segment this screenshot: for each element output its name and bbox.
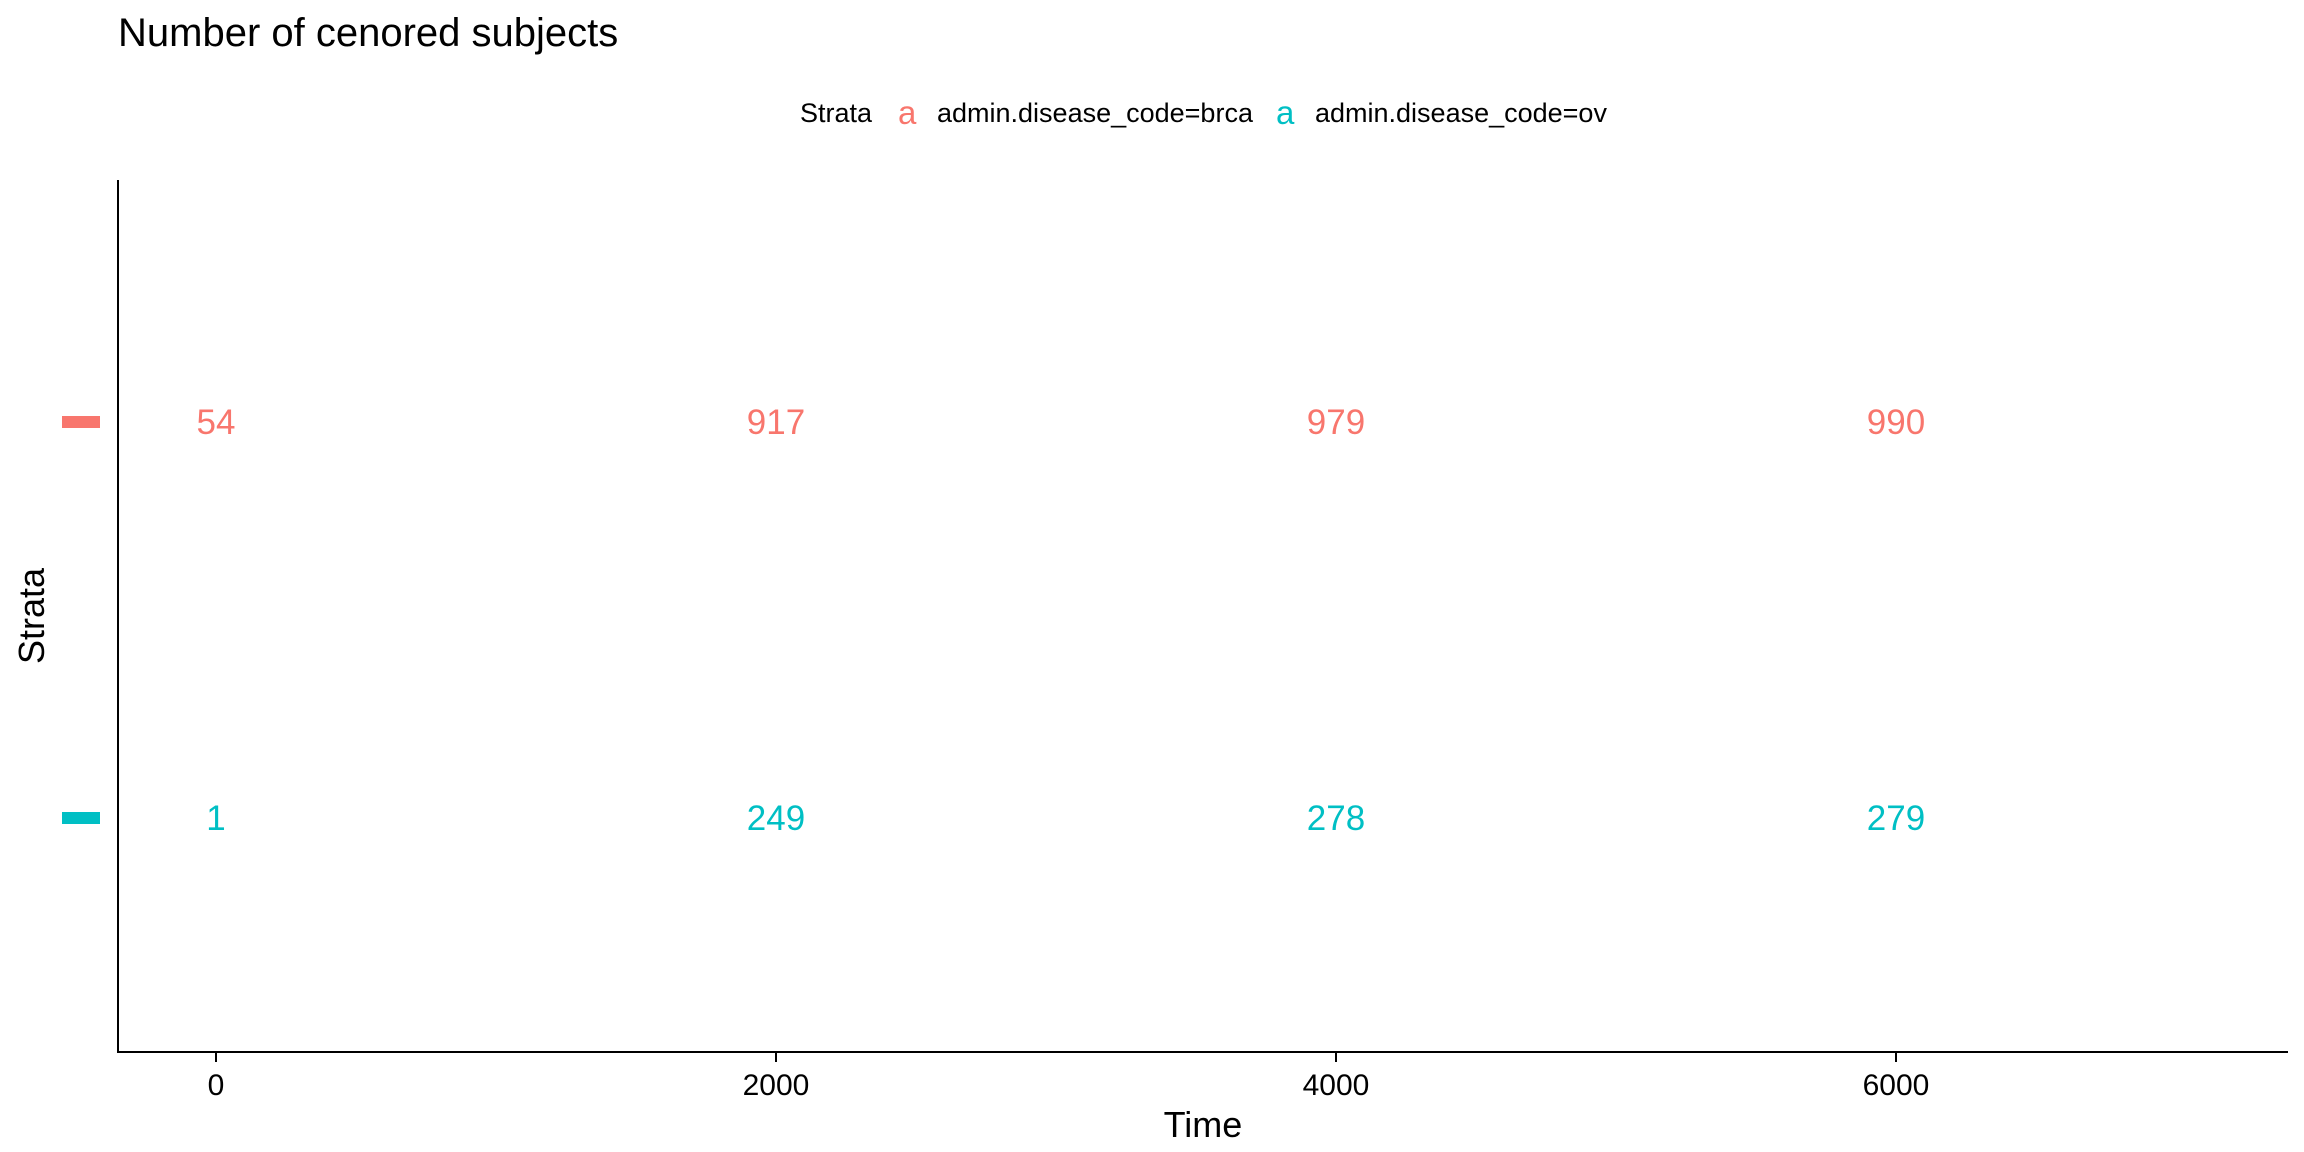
chart-title: Number of cenored subjects	[118, 11, 618, 55]
strata-key-0	[62, 416, 100, 428]
x-tick-label: 4000	[1303, 1069, 1370, 1102]
x-tick-label: 0	[208, 1069, 225, 1102]
legend-key-glyph: a	[898, 94, 917, 131]
legend: Strata a admin.disease_code=brca a admin.di…	[800, 94, 1607, 131]
data-label: 54	[197, 403, 236, 442]
plot-area: 0 2000 4000 6000 54 917 979 990 1 249 278 279	[62, 180, 2288, 1102]
data-labels: 54 917 979 990 1 249 278 279	[197, 403, 1926, 838]
legend-label: admin.disease_code=brca	[937, 98, 1254, 128]
data-label: 278	[1307, 799, 1365, 838]
legend-items: a admin.disease_code=brca a admin.disease_c…	[898, 94, 1607, 131]
x-tick-label: 6000	[1863, 1069, 1930, 1102]
data-label: 917	[747, 403, 805, 442]
x-axis-ticks: 0 2000 4000 6000	[208, 1052, 1930, 1102]
x-axis-title: Time	[1164, 1104, 1243, 1145]
strata-key-1	[62, 812, 100, 824]
legend-title: Strata	[800, 98, 873, 128]
y-axis-title: Strata	[11, 567, 52, 664]
data-label: 990	[1867, 403, 1925, 442]
y-axis-strata-keys	[62, 416, 100, 824]
data-label: 979	[1307, 403, 1365, 442]
x-tick-label: 2000	[743, 1069, 810, 1102]
legend-label: admin.disease_code=ov	[1315, 98, 1607, 128]
data-label: 1	[206, 799, 225, 838]
legend-key-glyph: a	[1276, 94, 1295, 131]
data-label: 279	[1867, 799, 1925, 838]
data-label: 249	[747, 799, 805, 838]
